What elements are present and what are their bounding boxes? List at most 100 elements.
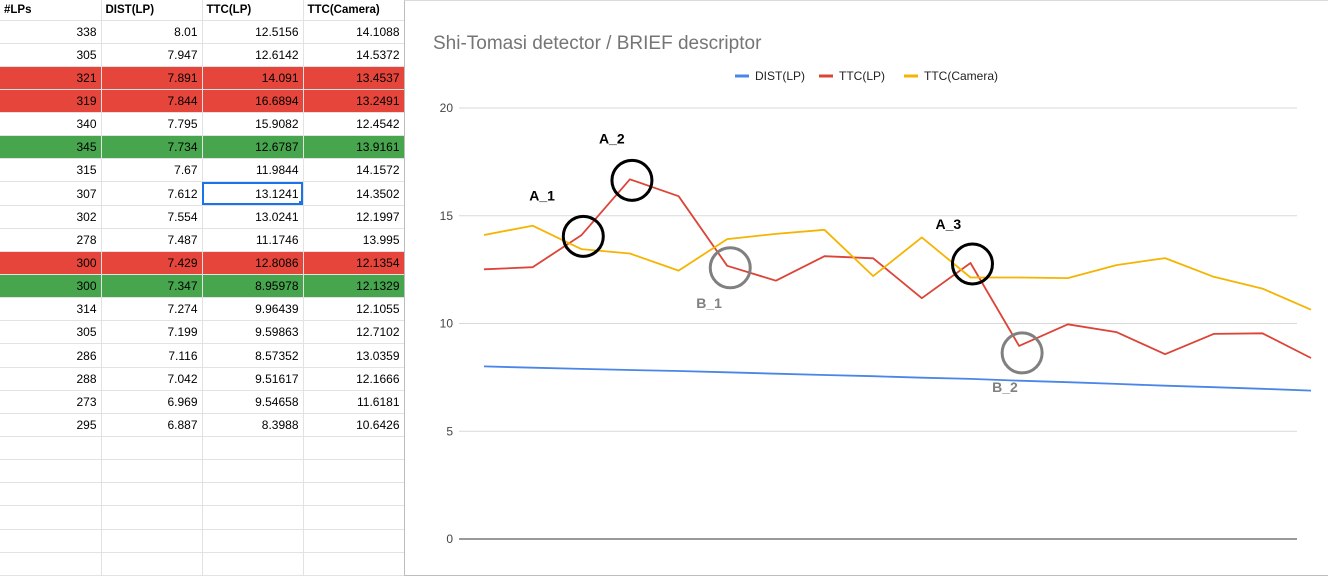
cell-lps[interactable]: 273 [0,390,102,414]
cell-dist-lp[interactable]: 8.01 [101,20,203,44]
empty-cell[interactable] [0,482,102,507]
legend-label[interactable]: TTC(LP) [839,69,885,83]
cell-ttc-lp[interactable]: 12.6787 [202,135,304,160]
empty-cell[interactable] [101,529,203,553]
empty-cell[interactable] [303,459,405,484]
cell-dist-lp[interactable]: 6.887 [101,413,203,438]
cell-lps[interactable]: 340 [0,112,102,137]
cell-dist-lp[interactable]: 7.734 [101,135,203,160]
cell-dist-lp[interactable]: 7.199 [101,320,203,345]
cell-ttc-camera[interactable]: 12.1329 [303,274,405,299]
cell-ttc-camera[interactable]: 13.0359 [303,343,405,368]
cell-dist-lp[interactable]: 7.274 [101,297,203,322]
cell-lps[interactable]: 300 [0,274,102,299]
cell-ttc-lp[interactable]: 11.1746 [202,228,304,252]
cell-lps[interactable]: 305 [0,320,102,345]
cell-ttc-camera[interactable]: 12.1055 [303,297,405,322]
cell-ttc-lp[interactable]: 16.6894 [202,89,304,114]
cell-lps[interactable]: 302 [0,205,102,229]
cell-ttc-lp[interactable]: 15.9082 [202,112,304,137]
cell-dist-lp[interactable]: 7.612 [101,181,203,206]
empty-cell[interactable] [202,552,304,576]
cell-ttc-lp[interactable]: 13.1241 [202,181,304,206]
cell-dist-lp[interactable]: 7.844 [101,89,203,114]
cell-ttc-lp[interactable]: 11.9844 [202,158,304,183]
cell-dist-lp[interactable]: 7.947 [101,43,203,67]
cell-ttc-lp[interactable]: 9.51617 [202,367,304,391]
header-lps[interactable]: #LPs [0,0,102,21]
cell-ttc-camera[interactable]: 11.6181 [303,390,405,414]
cell-ttc-camera[interactable]: 12.1666 [303,367,405,391]
cell-ttc-lp[interactable]: 8.3988 [202,413,304,438]
cell-ttc-camera[interactable]: 14.1088 [303,20,405,44]
empty-cell[interactable] [202,505,304,530]
cell-lps[interactable]: 288 [0,367,102,391]
cell-lps[interactable]: 321 [0,66,102,90]
empty-cell[interactable] [0,529,102,553]
cell-ttc-camera[interactable]: 12.4542 [303,112,405,137]
empty-cell[interactable] [303,552,405,576]
series-line[interactable] [483,365,1312,392]
series-line[interactable] [483,224,1312,311]
cell-ttc-camera[interactable]: 14.5372 [303,43,405,67]
cell-lps[interactable]: 278 [0,228,102,252]
empty-cell[interactable] [0,436,102,461]
cell-ttc-camera[interactable]: 13.9161 [303,135,405,160]
cell-ttc-camera[interactable]: 14.3502 [303,181,405,206]
cell-ttc-lp[interactable]: 12.6142 [202,43,304,67]
cell-lps[interactable]: 286 [0,343,102,368]
empty-cell[interactable] [0,459,102,484]
cell-dist-lp[interactable]: 7.554 [101,205,203,229]
header-dist-lp[interactable]: DIST(LP) [101,0,203,21]
cell-ttc-camera[interactable]: 10.6426 [303,413,405,438]
cell-ttc-camera[interactable]: 13.995 [303,228,405,252]
legend-label[interactable]: DIST(LP) [755,69,805,83]
cell-dist-lp[interactable]: 7.795 [101,112,203,137]
legend-label[interactable]: TTC(Camera) [924,69,998,83]
cell-lps[interactable]: 315 [0,158,102,183]
empty-cell[interactable] [101,436,203,461]
cell-dist-lp[interactable]: 7.347 [101,274,203,299]
cell-lps[interactable]: 295 [0,413,102,438]
cell-ttc-camera[interactable]: 14.1572 [303,158,405,183]
cell-ttc-lp[interactable]: 13.0241 [202,205,304,229]
cell-ttc-lp[interactable]: 9.54658 [202,390,304,414]
cell-ttc-lp[interactable]: 8.95978 [202,274,304,299]
cell-lps[interactable]: 300 [0,251,102,276]
empty-cell[interactable] [202,482,304,507]
cell-ttc-camera[interactable]: 12.7102 [303,320,405,345]
cell-ttc-lp[interactable]: 12.5156 [202,20,304,44]
cell-dist-lp[interactable]: 6.969 [101,390,203,414]
cell-ttc-camera[interactable]: 13.2491 [303,89,405,114]
cell-lps[interactable]: 345 [0,135,102,160]
empty-cell[interactable] [101,505,203,530]
cell-lps[interactable]: 319 [0,89,102,114]
cell-ttc-lp[interactable]: 14.091 [202,66,304,90]
empty-cell[interactable] [303,436,405,461]
cell-ttc-lp[interactable]: 9.59863 [202,320,304,345]
cell-dist-lp[interactable]: 7.042 [101,367,203,391]
cell-lps[interactable]: 305 [0,43,102,67]
empty-cell[interactable] [202,529,304,553]
empty-cell[interactable] [0,505,102,530]
empty-cell[interactable] [101,552,203,576]
empty-cell[interactable] [202,459,304,484]
empty-cell[interactable] [303,529,405,553]
empty-cell[interactable] [101,482,203,507]
cell-ttc-lp[interactable]: 9.96439 [202,297,304,322]
cell-dist-lp[interactable]: 7.487 [101,228,203,252]
empty-cell[interactable] [303,505,405,530]
cell-dist-lp[interactable]: 7.116 [101,343,203,368]
cell-ttc-camera[interactable]: 12.1354 [303,251,405,276]
cell-dist-lp[interactable]: 7.67 [101,158,203,183]
cell-dist-lp[interactable]: 7.891 [101,66,203,90]
series-line[interactable] [483,178,1312,359]
empty-cell[interactable] [101,459,203,484]
cell-ttc-camera[interactable]: 12.1997 [303,205,405,229]
empty-cell[interactable] [303,482,405,507]
cell-ttc-lp[interactable]: 12.8086 [202,251,304,276]
empty-cell[interactable] [202,436,304,461]
cell-lps[interactable]: 314 [0,297,102,322]
chart-panel[interactable]: Shi-Tomasi detector / BRIEF descriptor 0… [404,0,1328,576]
header-ttc-lp[interactable]: TTC(LP) [202,0,304,21]
